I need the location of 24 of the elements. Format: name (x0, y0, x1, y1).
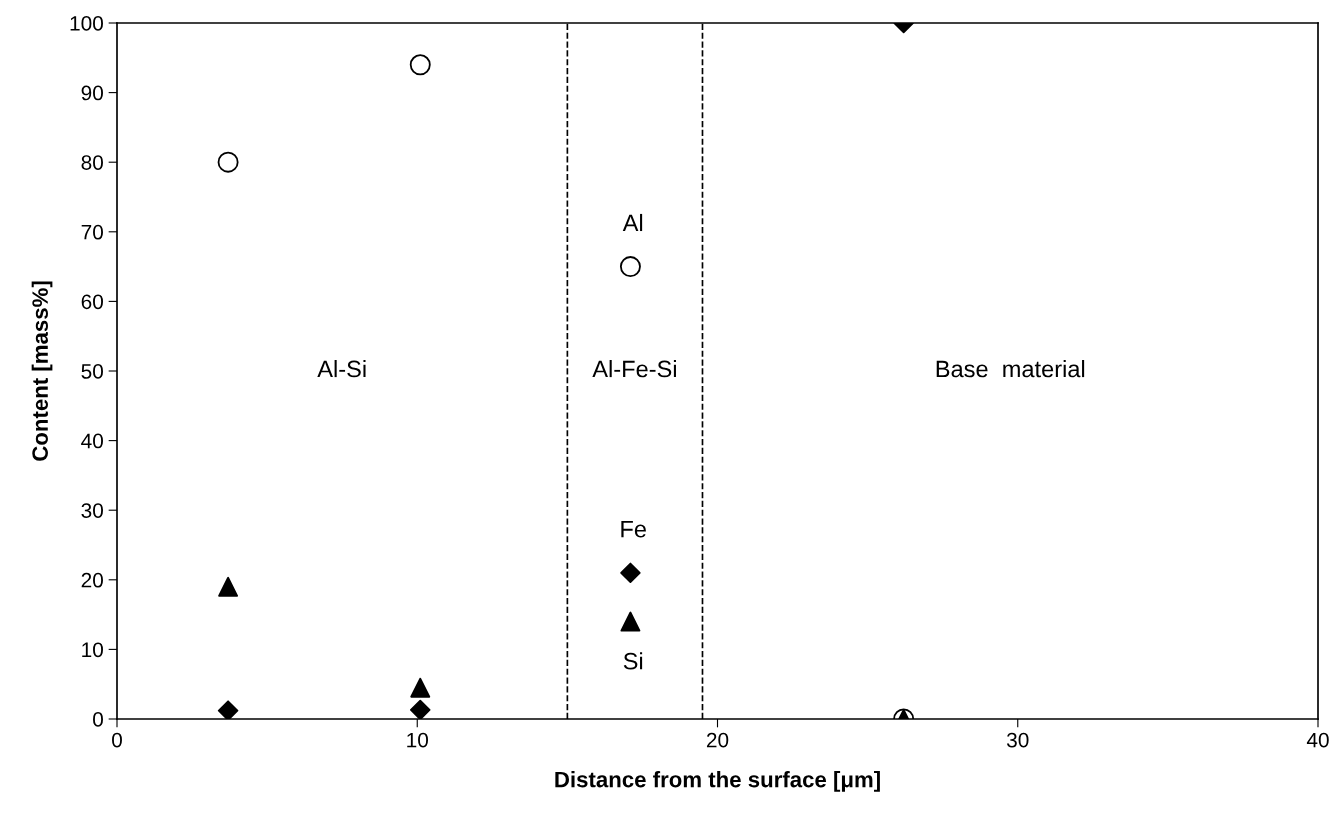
annotation: Base material (936, 359, 1085, 378)
y-tick-label: 10 (82, 642, 103, 658)
y-tick-label: 50 (81, 364, 103, 379)
y-axis-title: Content [mass%] (31, 281, 53, 461)
series-label: Fe (621, 521, 646, 538)
x-tick-label: 0 (112, 732, 122, 748)
y-tick-label: 100 (70, 16, 103, 31)
annotation: Al-Si (317, 359, 366, 378)
y-tick-label: 20 (81, 572, 103, 588)
y-tick-label: 60 (81, 294, 103, 310)
x-axis-title: Distance from the surface [μm] (555, 771, 880, 792)
y-tick-label: 40 (81, 433, 103, 449)
y-tick-label: 80 (81, 155, 103, 170)
y-tick-label: 90 (81, 85, 103, 101)
y-tick-label: 0 (93, 712, 103, 727)
x-tick-label: 20 (706, 732, 729, 748)
x-tick-label: 10 (407, 732, 429, 748)
series-label: Si (623, 652, 643, 670)
x-tick-label: 40 (1306, 732, 1329, 748)
y-tick-label: 30 (81, 503, 103, 518)
annotation: Al-Fe-Si (592, 359, 676, 378)
y-tick-label: 70 (81, 224, 103, 240)
x-tick-label: 30 (1006, 732, 1029, 748)
series-label: Al (622, 213, 643, 232)
